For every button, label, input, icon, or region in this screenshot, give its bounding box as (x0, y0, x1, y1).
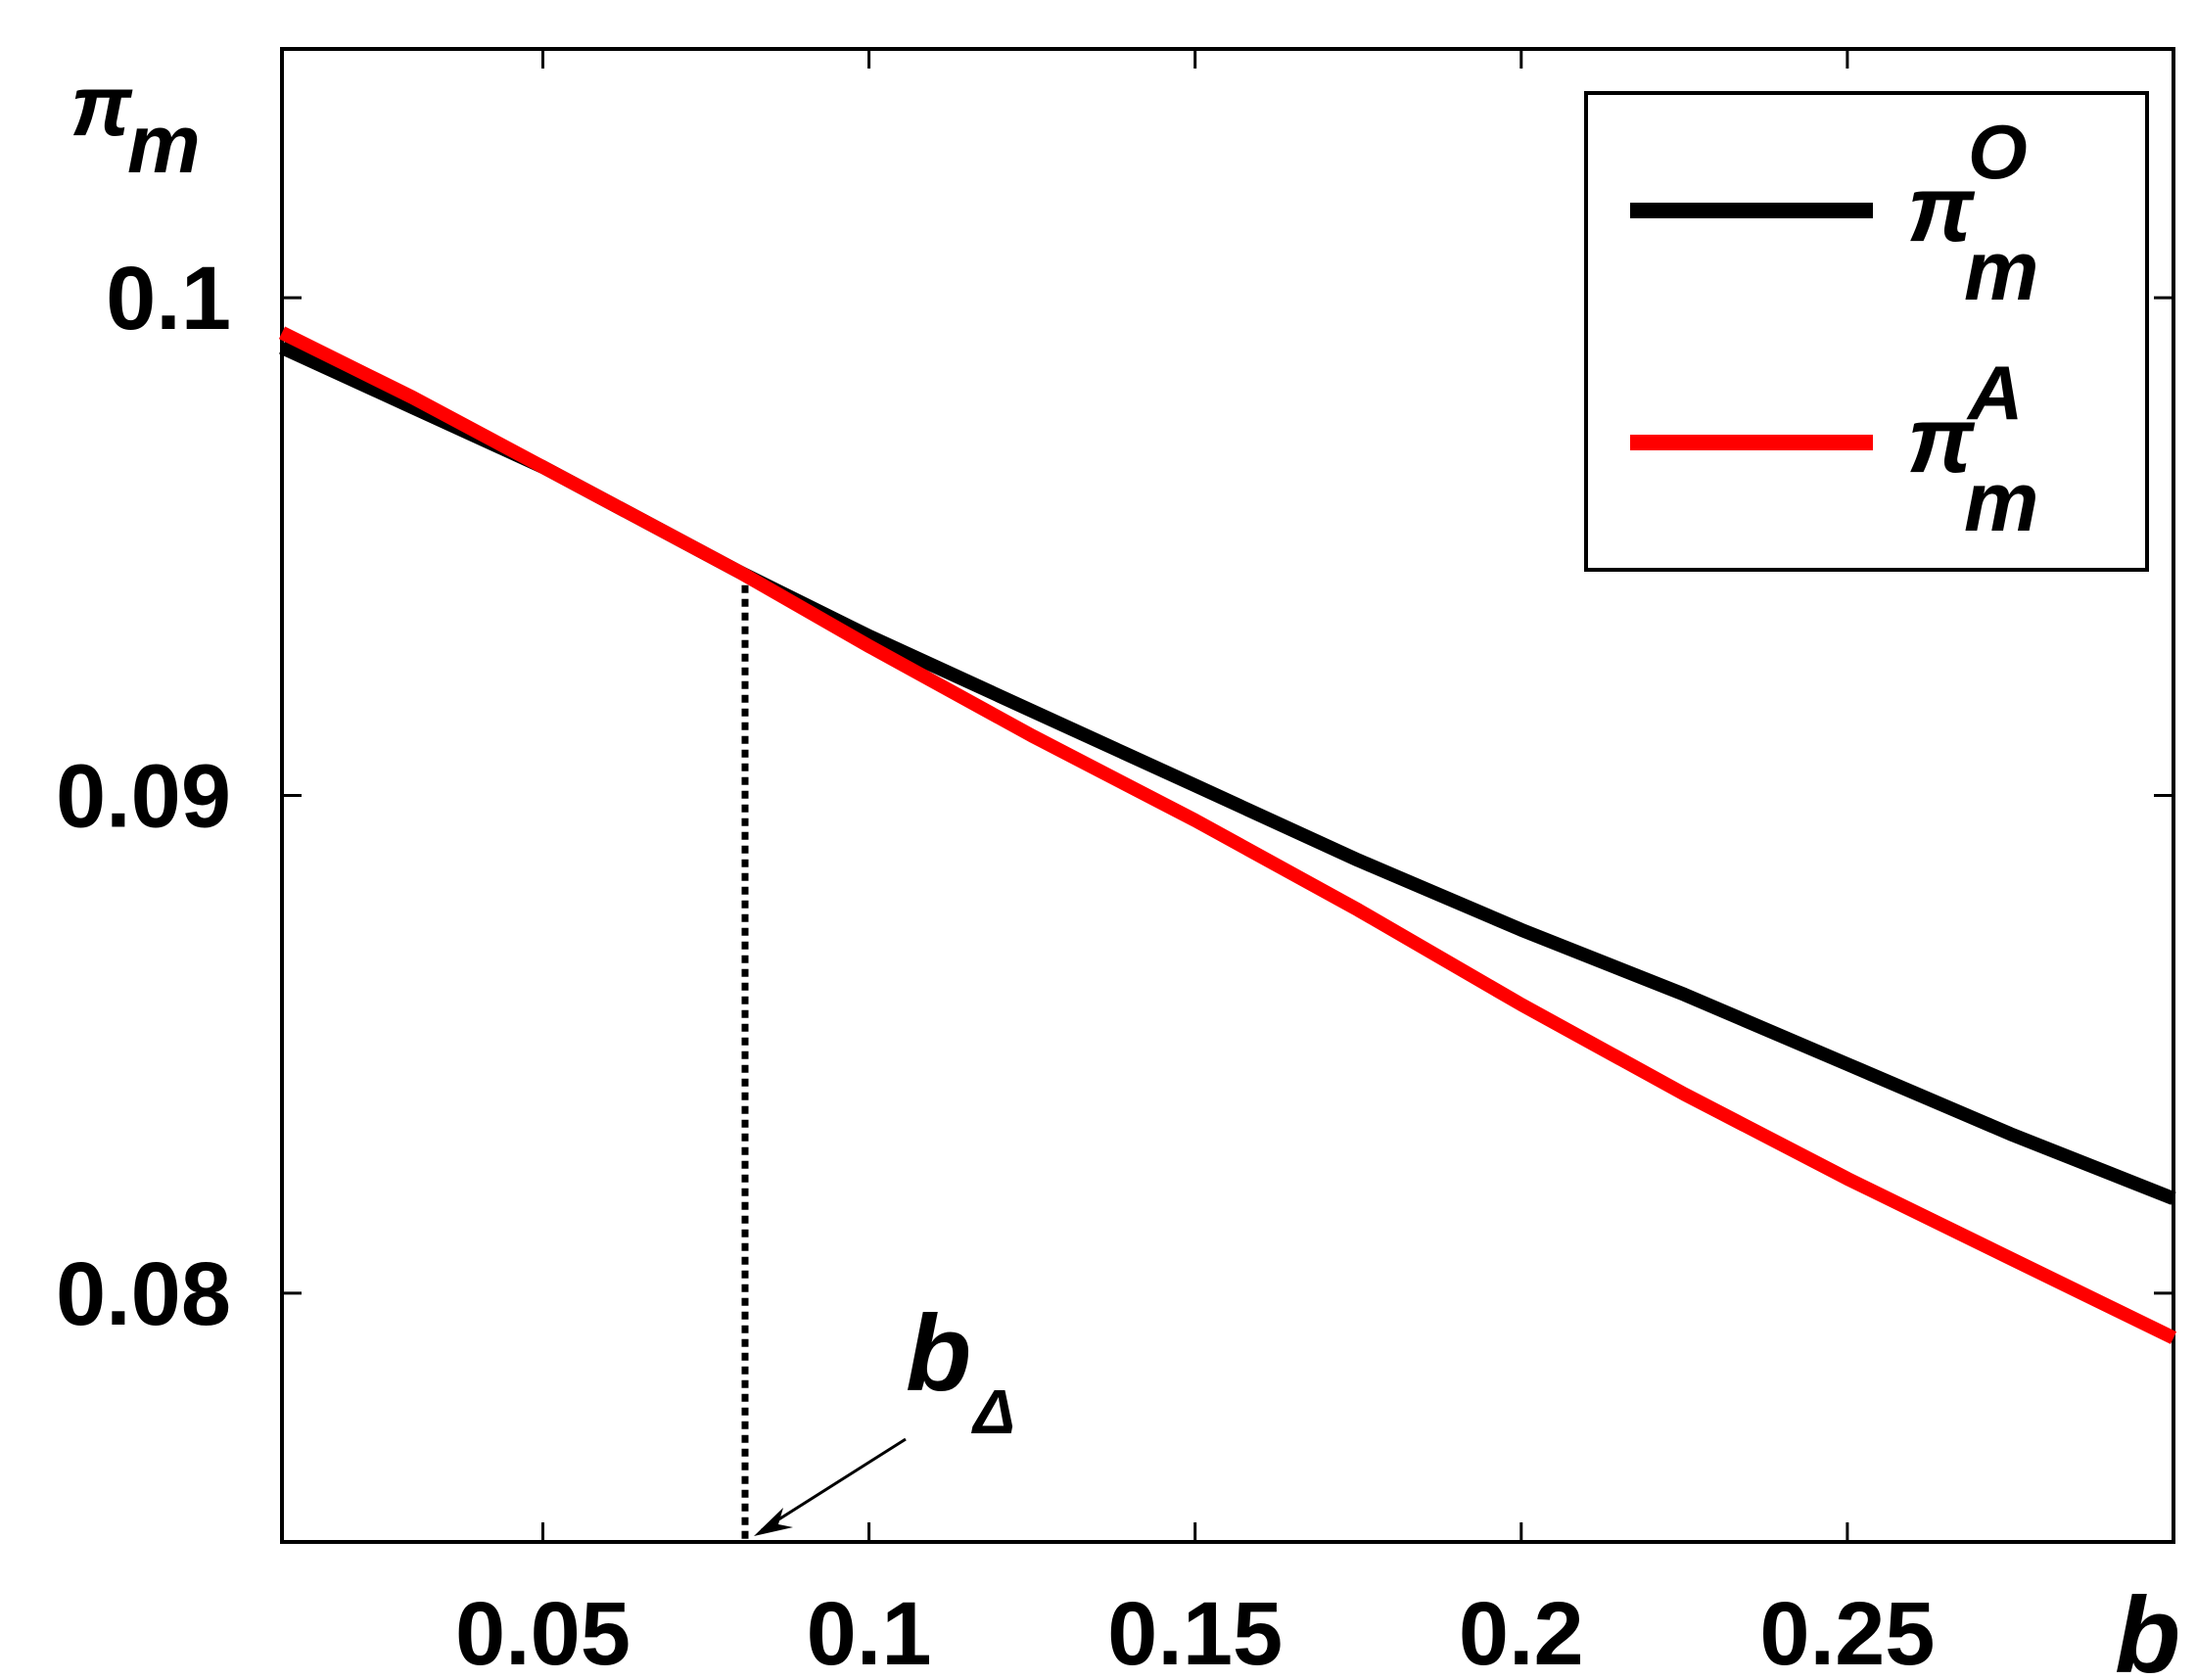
x-tick-label: 0.25 (1759, 1584, 1935, 1680)
b-delta-arrowhead (754, 1508, 793, 1536)
x-tick-label: 0.2 (1459, 1584, 1584, 1680)
legend-label-pi-m-o: π O m (1907, 109, 2038, 318)
y-tick-label: 0.09 (56, 747, 231, 847)
series-lines (278, 326, 2177, 1344)
tick-labels: 0.05 0.1 0.15 0.2 0.25 0.08 0.09 0.1 (56, 249, 1935, 1680)
legend-label-pi-m-a-base: π (1907, 388, 1976, 492)
legend-label-pi-m-a-sup: A (1966, 350, 2023, 436)
legend-label-pi-m-a-sub: m (1964, 455, 2038, 549)
legend-label-pi-m-o-base: π (1907, 157, 1976, 261)
legend-label-pi-m-o-sub: m (1964, 224, 2038, 318)
y-axis-title-sub: m (127, 98, 201, 190)
ticks (282, 49, 2173, 1542)
y-axis-title-base: π (70, 57, 133, 154)
b-delta-label-sub: Δ (971, 1377, 1015, 1447)
x-tick-label: 0.05 (455, 1584, 631, 1680)
legend-box (1584, 91, 2149, 572)
legend-label-pi-m-a: π A m (1907, 350, 2038, 549)
legend: π O m π A m (1584, 91, 2149, 572)
x-tick-label: 0.1 (807, 1584, 932, 1680)
legend-label-pi-m-o-sup: O (1968, 109, 2028, 195)
series-line-pi-m-a (278, 326, 2177, 1344)
b-delta-label-base: b (906, 1293, 971, 1414)
y-tick-label: 0.08 (56, 1244, 231, 1344)
y-tick-label: 0.1 (106, 249, 231, 349)
x-axis-title: b (2115, 1575, 2180, 1680)
b-delta-arrow (761, 1437, 907, 1532)
annotation: b Δ (741, 571, 1015, 1542)
x-tick-label: 0.15 (1107, 1584, 1283, 1680)
y-axis-title: π m (70, 57, 201, 190)
